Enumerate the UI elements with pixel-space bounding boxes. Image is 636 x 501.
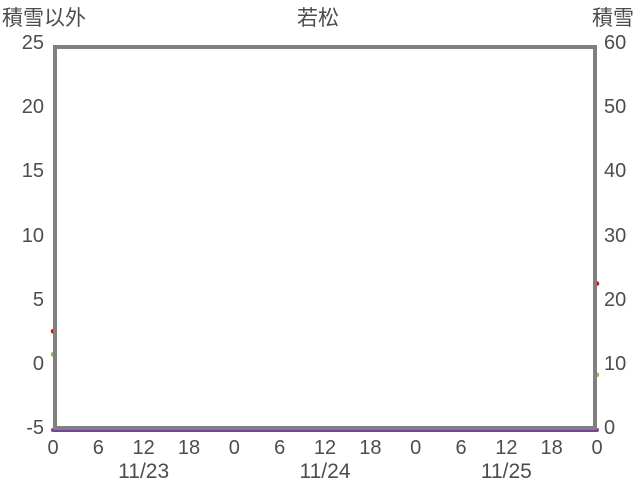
y-axis-tick-right: 40 — [604, 160, 627, 183]
y-axis-tick-left: 25 — [21, 32, 44, 54]
right-axis-title: 積雪 — [592, 7, 634, 30]
x-axis-tick: 12 — [495, 437, 518, 459]
x-axis-tick: 6 — [92, 437, 104, 459]
x-axis-tick: 18 — [177, 437, 201, 459]
y-axis-tick-right: 20 — [604, 288, 627, 311]
y-axis-tick-left: 5 — [32, 288, 44, 311]
x-axis-tick: 12 — [313, 437, 337, 459]
x-axis-tick: 0 — [47, 437, 59, 459]
x-axis-tick: 18 — [359, 437, 382, 459]
y-axis-tick-right: 50 — [604, 96, 627, 119]
x-axis-day-label: 11/25 — [480, 460, 532, 483]
x-axis-tick: 0 — [228, 437, 240, 459]
x-axis-tick: 0 — [410, 437, 422, 459]
y-axis-tick-right: 0 — [604, 417, 616, 439]
x-axis-tick: 6 — [455, 437, 467, 459]
x-axis-day-label: 11/24 — [299, 460, 351, 483]
y-axis-tick-left: -5 — [26, 417, 44, 439]
x-axis-day-label: 11/23 — [118, 460, 170, 483]
y-axis-tick-left: 20 — [21, 96, 44, 119]
x-axis-tick: 6 — [274, 437, 286, 459]
x-axis-tick: 18 — [540, 437, 563, 459]
y-axis-tick-left: 10 — [21, 224, 44, 247]
y-axis-tick-right: 10 — [604, 352, 627, 375]
left-axis-title: 積雪以外 — [2, 7, 86, 30]
x-axis-tick: 0 — [591, 437, 603, 459]
x-axis-tick: 12 — [132, 437, 155, 459]
y-axis-tick-left: 0 — [32, 352, 44, 375]
plot-frame — [53, 45, 597, 430]
y-axis-tick-left: 15 — [21, 160, 44, 183]
y-axis-tick-right: 30 — [604, 224, 627, 247]
chart-title: 若松 — [297, 7, 339, 30]
y-axis-tick-right: 60 — [604, 32, 627, 54]
